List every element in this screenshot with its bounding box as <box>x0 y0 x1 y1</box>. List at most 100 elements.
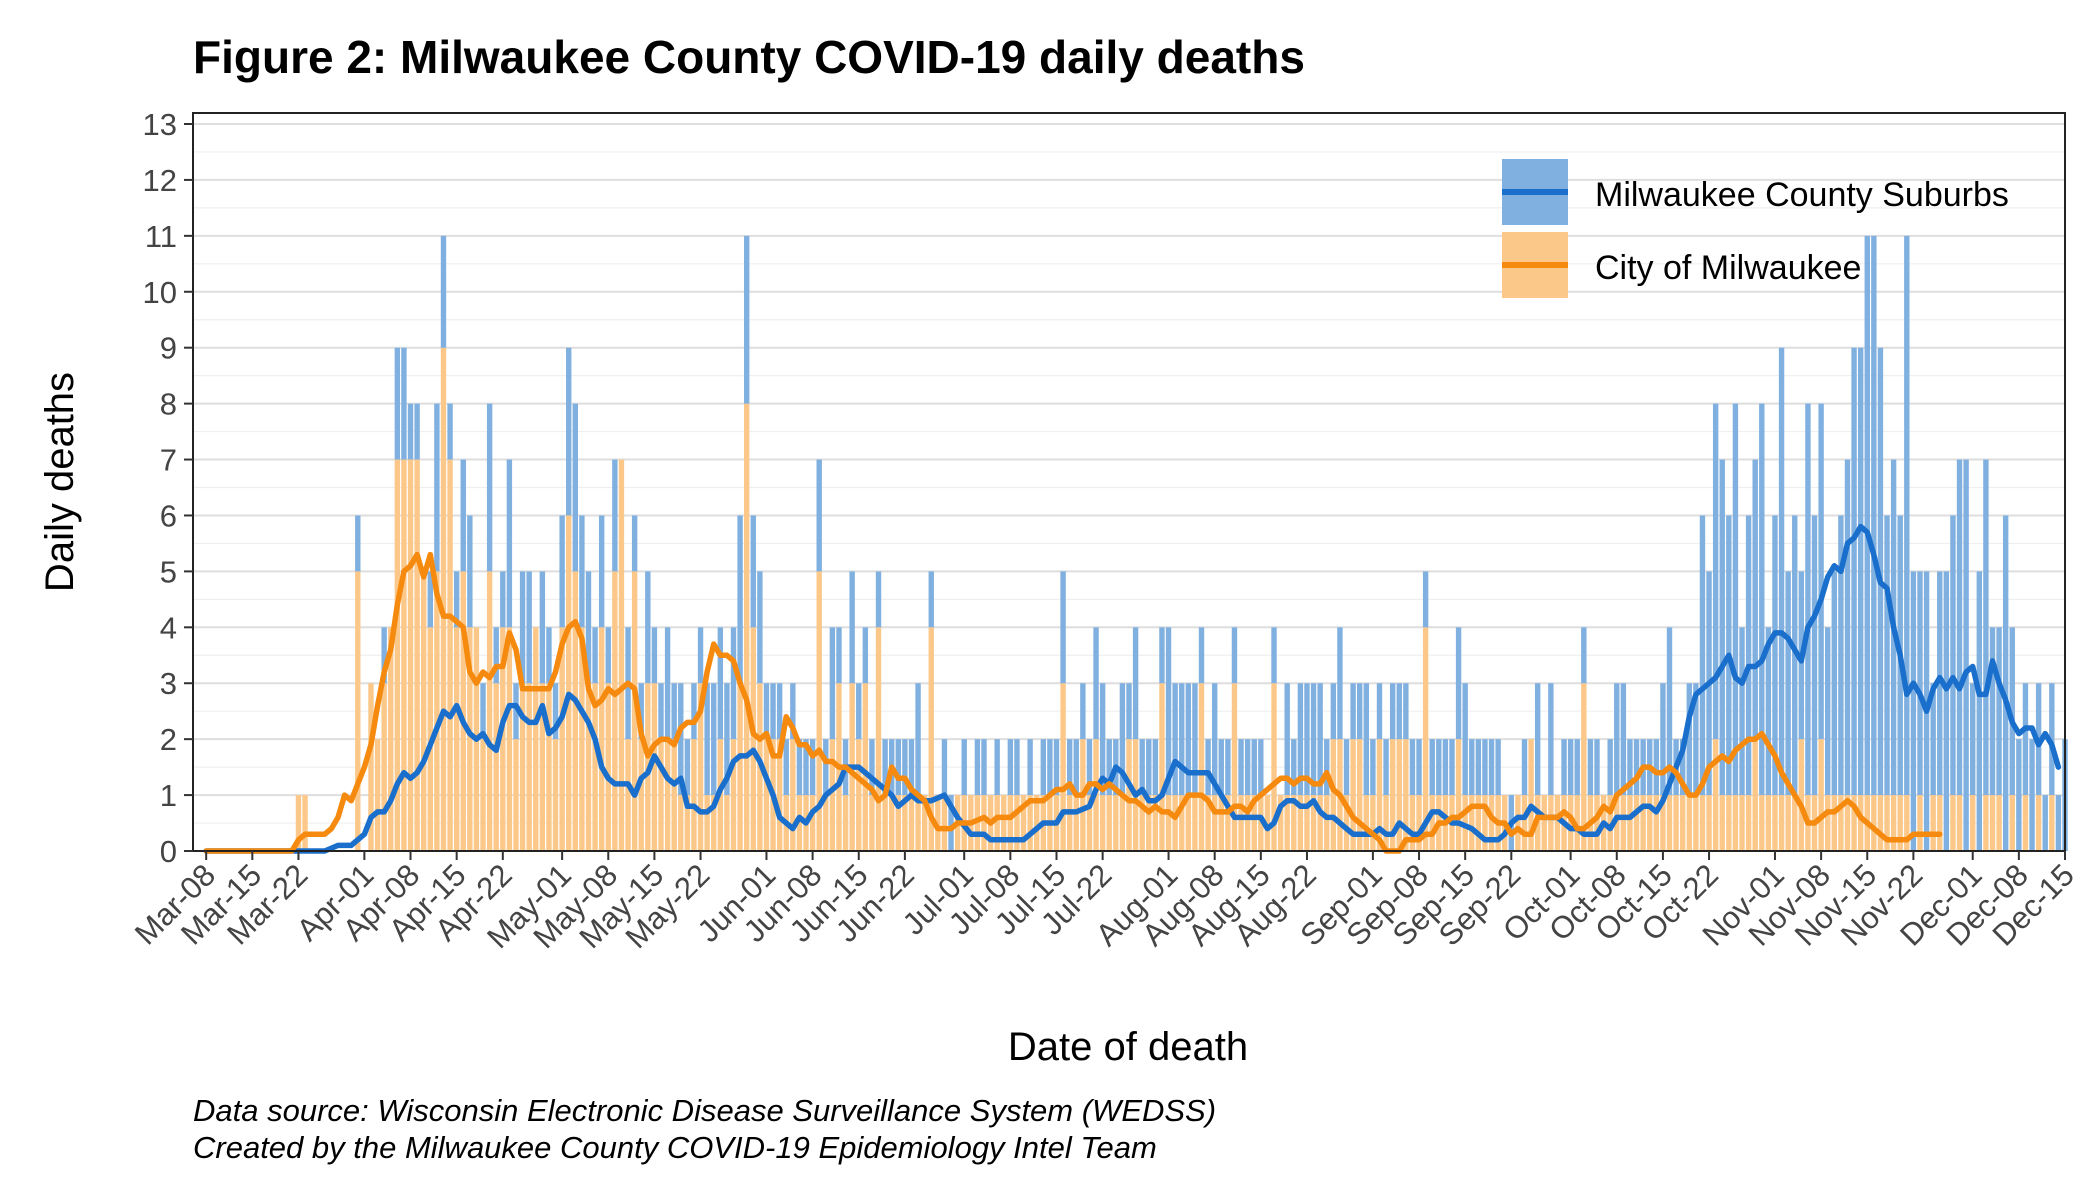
bar-city <box>1119 795 1126 851</box>
bar-city <box>1007 795 1014 851</box>
y-tick-label: 7 <box>160 443 177 478</box>
bar-suburbs <box>1146 739 1152 796</box>
bar-city <box>1620 795 1627 851</box>
bar-city <box>1930 795 1936 851</box>
bar-suburbs <box>2002 515 2009 851</box>
bar-suburbs <box>592 627 598 684</box>
bar-suburbs <box>1469 739 1475 796</box>
bar-city <box>1706 795 1712 851</box>
bar-city <box>1146 795 1152 851</box>
bar-city <box>1317 795 1323 851</box>
bar-city <box>1581 683 1587 851</box>
bar-suburbs <box>513 683 519 740</box>
bar-city <box>1429 795 1435 851</box>
bar-city <box>1416 795 1422 851</box>
bar-suburbs <box>1660 683 1666 796</box>
bar-city <box>460 571 466 851</box>
bar-suburbs <box>427 571 433 628</box>
bar-suburbs <box>566 347 572 516</box>
bar-suburbs <box>1416 739 1422 796</box>
bar-suburbs <box>1376 683 1383 740</box>
bar-city <box>1113 795 1119 851</box>
bar-suburbs <box>664 627 671 740</box>
bar-suburbs <box>1357 683 1363 740</box>
bar-city <box>566 515 572 851</box>
bar-city <box>1251 795 1257 851</box>
bar-suburbs <box>1324 739 1330 796</box>
bar-city <box>1548 795 1554 851</box>
bar-suburbs <box>1937 571 1943 796</box>
bar-city <box>1297 795 1304 851</box>
bar-suburbs <box>948 795 954 851</box>
bar-suburbs <box>671 683 677 740</box>
bar-city <box>1831 795 1837 851</box>
bar-city <box>453 627 460 851</box>
bar-city <box>368 683 374 851</box>
bar-city <box>1324 795 1330 851</box>
bar-suburbs <box>823 739 829 796</box>
bar-city <box>994 795 1000 851</box>
bar-suburbs <box>401 347 407 460</box>
bar-city <box>1001 795 1007 851</box>
data-source-caption: Data source: Wisconsin Electronic Diseas… <box>193 1093 1217 1128</box>
bar-suburbs <box>697 627 704 684</box>
bar-city <box>1198 683 1205 851</box>
bar-suburbs <box>1653 739 1660 796</box>
bar-city <box>1574 795 1580 851</box>
bar-suburbs <box>572 403 579 572</box>
bar-city <box>1970 795 1976 851</box>
bar-suburbs <box>1337 627 1343 740</box>
bar-city <box>1554 795 1561 851</box>
bar-city <box>1277 795 1284 851</box>
bar-city <box>1244 795 1251 851</box>
bar-suburbs <box>1383 739 1389 796</box>
bar-city <box>467 627 473 851</box>
bar-city <box>1139 795 1145 851</box>
bar-city <box>546 683 552 851</box>
bar-suburbs <box>552 683 559 740</box>
bar-suburbs <box>651 627 658 684</box>
bar-city <box>1403 739 1409 851</box>
bar-city <box>1409 795 1416 851</box>
bar-city <box>486 571 493 851</box>
bar-suburbs <box>1884 515 1890 796</box>
bar-city <box>928 627 934 851</box>
bar-suburbs <box>1014 739 1020 796</box>
bar-suburbs <box>1864 235 1870 796</box>
bar-suburbs <box>559 515 565 628</box>
bar-suburbs <box>1482 739 1488 796</box>
bar-suburbs <box>783 739 789 796</box>
bar-suburbs <box>1732 403 1739 796</box>
bar-city <box>539 683 546 851</box>
bar-suburbs <box>1778 347 1785 796</box>
bar-suburbs <box>849 571 855 684</box>
bar-city <box>2035 795 2042 851</box>
bar-city <box>552 739 559 851</box>
bar-city <box>908 795 915 851</box>
bar-city <box>1363 795 1369 851</box>
bar-suburbs <box>1548 683 1554 796</box>
bar-suburbs <box>1567 739 1574 796</box>
bar-city <box>651 683 658 851</box>
bar-suburbs <box>2049 683 2055 796</box>
bar-city <box>1838 795 1844 851</box>
bar-city <box>414 459 420 851</box>
bar-city <box>1996 795 2002 851</box>
bar-suburbs <box>1053 739 1060 796</box>
bar-suburbs <box>1304 683 1310 796</box>
bar-suburbs <box>460 459 466 572</box>
plot-frame <box>192 112 2066 852</box>
bar-suburbs <box>1119 683 1126 796</box>
bar-suburbs <box>1403 683 1409 740</box>
bar-suburbs <box>1488 739 1495 796</box>
y-tick-label: 4 <box>160 610 177 645</box>
bar-suburbs <box>1818 403 1824 740</box>
bar-suburbs <box>1712 403 1719 740</box>
bar-city <box>1541 795 1547 851</box>
bar-suburbs <box>605 627 611 684</box>
bar-city <box>1857 795 1864 851</box>
bar-suburbs <box>1205 739 1211 796</box>
bar-suburbs <box>526 571 532 684</box>
bar-city <box>526 683 532 851</box>
bar-suburbs <box>1792 515 1798 796</box>
